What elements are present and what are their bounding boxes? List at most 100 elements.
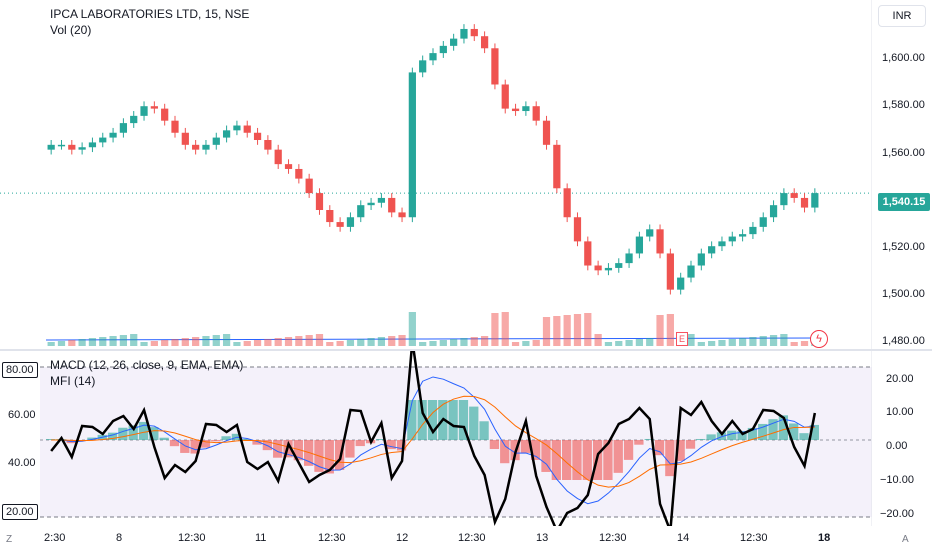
volume-bar <box>656 315 664 346</box>
macd-histogram-bar <box>396 440 407 451</box>
macd-histogram-bar <box>572 440 582 480</box>
timezone-toggle[interactable]: Z <box>6 534 13 545</box>
pane-divider[interactable] <box>0 349 932 351</box>
macd-histogram-bar <box>407 400 417 440</box>
volume-bar <box>594 334 602 346</box>
candle-body <box>192 144 200 150</box>
macd-legend[interactable]: MACD (12, 26, close, 9, EMA, EMA) <box>50 358 244 372</box>
volume-bar <box>728 339 736 346</box>
macd-histogram-bar <box>654 440 665 456</box>
volume-bar <box>646 338 654 346</box>
volume-bar <box>171 339 179 346</box>
macd-histogram-bar <box>334 440 345 470</box>
volume-bar <box>357 339 365 346</box>
volume-bar <box>532 340 540 346</box>
flash-icon[interactable]: ϟ <box>810 330 828 348</box>
candle-body <box>450 38 458 46</box>
time-label: 18 <box>818 532 831 544</box>
macd-histogram-bar <box>262 440 273 451</box>
candle-body <box>222 130 231 138</box>
candle-body <box>635 236 644 254</box>
time-axis[interactable]: 2:30 8 12:30 11 12:30 12 12:30 13 12:30 … <box>0 528 932 550</box>
candle-body <box>429 53 437 61</box>
mfi-tick: 20.00 <box>2 504 38 520</box>
volume-bar <box>635 339 644 346</box>
candle-body <box>243 125 251 133</box>
volume-bar <box>284 337 293 346</box>
macd-histogram-bar <box>603 440 613 480</box>
mfi-legend[interactable]: MFI (14) <box>50 374 96 388</box>
macd-histogram-bar <box>169 440 180 447</box>
volume-bar <box>295 336 303 346</box>
earnings-marker[interactable]: E <box>676 332 688 346</box>
volume-ma-line <box>45 337 821 341</box>
candle-body <box>161 108 169 121</box>
macd-histogram-bar <box>551 440 561 480</box>
volume-bar <box>542 317 551 346</box>
volume-bar <box>88 338 97 346</box>
volume-bar <box>615 341 623 346</box>
volume-bar <box>78 339 86 346</box>
volume-bar <box>253 340 262 346</box>
macd-histogram-bar <box>345 440 355 458</box>
macd-histogram-bar <box>427 400 438 440</box>
volume-bar <box>99 337 107 346</box>
macd-histogram-bar <box>46 439 56 440</box>
price-tick: 1,600.00 <box>882 52 925 64</box>
candle-body <box>646 229 654 237</box>
macd-line <box>51 376 815 505</box>
time-label: 12:30 <box>740 532 768 544</box>
symbol-title[interactable]: IPCA LABORATORIES LTD, 15, NSE <box>50 7 250 21</box>
candle-body <box>480 36 489 49</box>
macd-tick: −20.00 <box>880 508 914 520</box>
time-label: 8 <box>116 532 123 544</box>
candle-body <box>718 241 726 247</box>
volume-bar <box>222 334 231 346</box>
indicator-chart-svg <box>40 351 872 526</box>
macd-histogram-bar <box>149 427 159 440</box>
candle-body <box>109 132 117 138</box>
candle-body <box>377 197 386 203</box>
signal-line <box>51 395 815 488</box>
indicator-pane[interactable] <box>0 351 872 526</box>
candle-body <box>419 60 427 73</box>
macd-histogram-bar <box>758 423 768 440</box>
candle-body <box>656 229 664 254</box>
volume-bar <box>501 312 509 346</box>
candle-body <box>811 193 819 208</box>
volume-bar <box>57 341 66 346</box>
macd-histogram-bar <box>531 440 541 460</box>
macd-histogram-bar <box>355 440 365 447</box>
candle-body <box>253 132 262 140</box>
candle-body <box>708 246 716 254</box>
volume-bar <box>749 337 757 346</box>
candle-body <box>687 265 695 278</box>
candle-body <box>99 137 107 143</box>
time-label: 11 <box>255 532 267 544</box>
candle-body <box>78 147 86 150</box>
volume-bar <box>181 338 189 346</box>
mfi-tick: 40.00 <box>8 457 36 469</box>
time-label: 14 <box>677 532 690 544</box>
macd-histogram-bar <box>623 440 634 460</box>
currency-button[interactable]: INR <box>878 5 926 27</box>
volume-bar <box>264 339 272 346</box>
volume-bar <box>212 335 220 346</box>
candle-body <box>119 123 128 133</box>
candle-body <box>388 197 396 213</box>
macd-tick: 20.00 <box>886 373 914 385</box>
auto-scale-toggle[interactable]: A <box>902 534 909 545</box>
volume-legend[interactable]: Vol (20) <box>50 23 92 37</box>
candle-body <box>181 132 189 145</box>
candle-body <box>553 144 561 189</box>
macd-tick: −10.00 <box>880 474 914 486</box>
macd-histogram-bar <box>500 440 510 464</box>
candle-body <box>367 202 375 206</box>
time-label: 13 <box>536 532 549 544</box>
volume-bar <box>68 340 76 346</box>
volume-bar <box>161 340 169 346</box>
volume-bar <box>759 336 767 346</box>
time-label: 12:30 <box>318 532 346 544</box>
macd-histogram-bar <box>768 419 778 440</box>
price-pane[interactable] <box>0 0 872 350</box>
